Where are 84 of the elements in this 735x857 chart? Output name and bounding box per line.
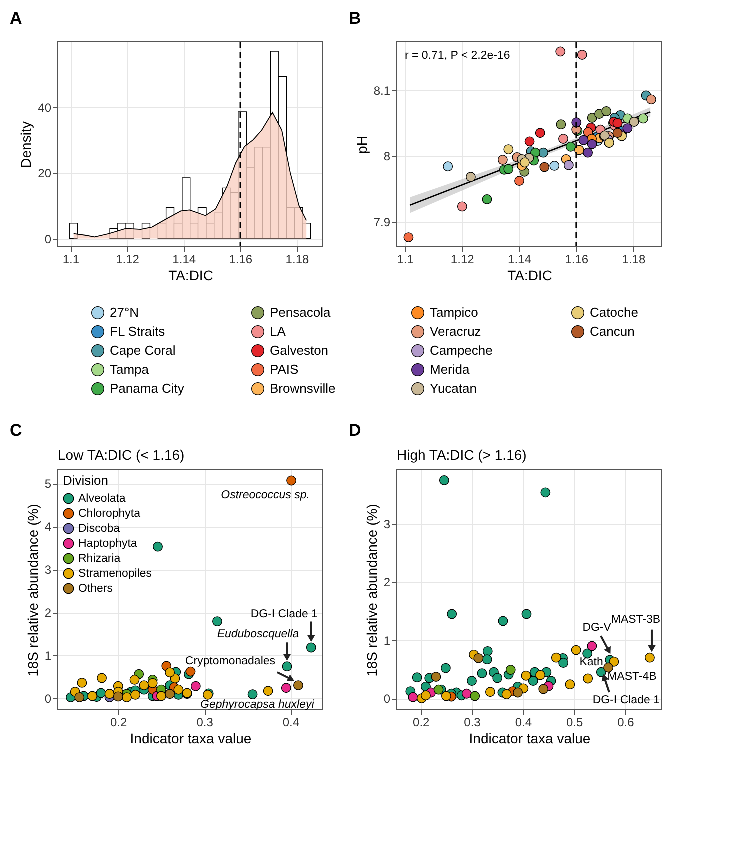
legend-label: Campeche (430, 343, 493, 358)
legend-label: Tampa (110, 362, 150, 377)
x-tick-label: 0.5 (566, 716, 584, 730)
x-axis-title: Indicator taxa value (130, 730, 252, 746)
legend-label: Alveolata (78, 492, 126, 505)
x-tick-label: 1.12 (450, 252, 475, 266)
y-tick-label: 2 (44, 606, 52, 620)
y-tick-label: 2 (384, 576, 391, 590)
y-tick-label: 1 (44, 648, 52, 663)
x-axis-title: Indicator taxa value (469, 730, 591, 746)
legend-label: Tampico (430, 305, 478, 320)
x-axis-title: TA:DIC (508, 268, 552, 284)
x-tick-label: 0.6 (618, 716, 635, 730)
x-tick-label: 0.3 (464, 716, 482, 730)
y-tick-label: 0 (384, 692, 391, 706)
x-tick-label: 1.18 (622, 252, 646, 266)
legend-label: Yucatan (430, 381, 477, 396)
chart-title: High TA:DIC (> 1.16) (397, 447, 527, 463)
annotation: Gephyrocapsa huxleyi (200, 699, 315, 712)
x-tick-label: 1.14 (172, 252, 196, 266)
y-tick-label: 0 (44, 232, 52, 246)
legend-label: Haptophyta (78, 538, 138, 550)
y-tick-label: 4 (44, 520, 52, 534)
y-tick-label: 8 (384, 150, 391, 164)
legend-label: Discoba (78, 522, 121, 535)
y-tick-label: 5 (44, 477, 52, 492)
legend-label: FL Straits (110, 324, 166, 339)
legend-label: Catoche (590, 305, 638, 320)
annotation: Cryptomonadales (185, 656, 276, 668)
legend-label: Brownsville (270, 381, 336, 396)
annotation: DG-V (582, 622, 612, 634)
legend-label: LA (270, 324, 286, 339)
x-axis-title: TA:DIC (168, 268, 214, 284)
x-tick-label: 1.18 (286, 252, 310, 266)
x-tick-label: 0.4 (515, 716, 532, 730)
x-tick-label: 1.16 (565, 252, 589, 266)
annotation: MAST-3B (611, 614, 661, 626)
legend-label: Rhizaria (78, 552, 122, 565)
legend-label: Merida (430, 362, 471, 377)
x-tick-label: 0.4 (282, 716, 300, 730)
x-tick-label: 1.12 (116, 252, 140, 266)
legend-label: Cape Coral (110, 343, 176, 358)
y-axis-title: 18S relative abundance (%) (364, 504, 380, 677)
legend-label: Others (78, 582, 114, 595)
chart-title: Low TA:DIC (< 1.16) (58, 447, 185, 463)
x-tick-label: 1.1 (397, 252, 414, 266)
legend-label: Stramenopiles (78, 568, 152, 580)
legend-label: Panama City (110, 381, 185, 396)
legend-label: Galveston (270, 343, 329, 358)
annotation: DG-I Clade 1 (250, 608, 318, 621)
legend-label: Pensacola (270, 305, 332, 320)
text: A (10, 9, 22, 28)
x-tick-label: 0.2 (110, 716, 128, 730)
text: D (349, 421, 362, 440)
legend-label: 27°N (110, 305, 140, 320)
y-axis-title: pH (354, 136, 370, 154)
legend-label: Chlorophyta (78, 508, 142, 520)
y-tick-label: 1 (384, 634, 391, 648)
annotation: DG-I Clade 1 (592, 694, 660, 706)
legend-title: Division (63, 473, 109, 488)
y-tick-label: 20 (38, 166, 52, 181)
y-tick-label: 3 (384, 518, 391, 532)
legend-label: Veracruz (430, 324, 482, 339)
annotation: MAST-4B (608, 670, 658, 683)
y-tick-label: 8.1 (374, 84, 391, 98)
y-axis-title: Density (18, 122, 34, 168)
x-tick-label: 1.16 (229, 252, 253, 266)
annotation: Euduboscquella (217, 628, 300, 641)
x-tick-label: 0.3 (196, 716, 214, 730)
x-tick-label: 0.2 (413, 716, 430, 730)
y-tick-label: 0 (44, 692, 52, 706)
legend-label: PAIS (270, 362, 299, 377)
text: B (349, 9, 362, 28)
text: C (10, 421, 22, 440)
y-tick-label: 40 (38, 100, 52, 115)
annotation: r = 0.71, P < 2.2e-16 (405, 50, 510, 62)
y-axis-title: 18S relative abundance (%) (24, 504, 41, 677)
annotation: Ostreococcus sp. (221, 490, 310, 502)
y-tick-label: 7.9 (374, 215, 391, 230)
x-tick-label: 1.1 (62, 252, 80, 266)
x-tick-label: 1.14 (508, 252, 532, 266)
annotation: Kath (580, 656, 604, 669)
y-tick-label: 3 (44, 563, 52, 578)
legend-label: Cancun (590, 324, 635, 339)
